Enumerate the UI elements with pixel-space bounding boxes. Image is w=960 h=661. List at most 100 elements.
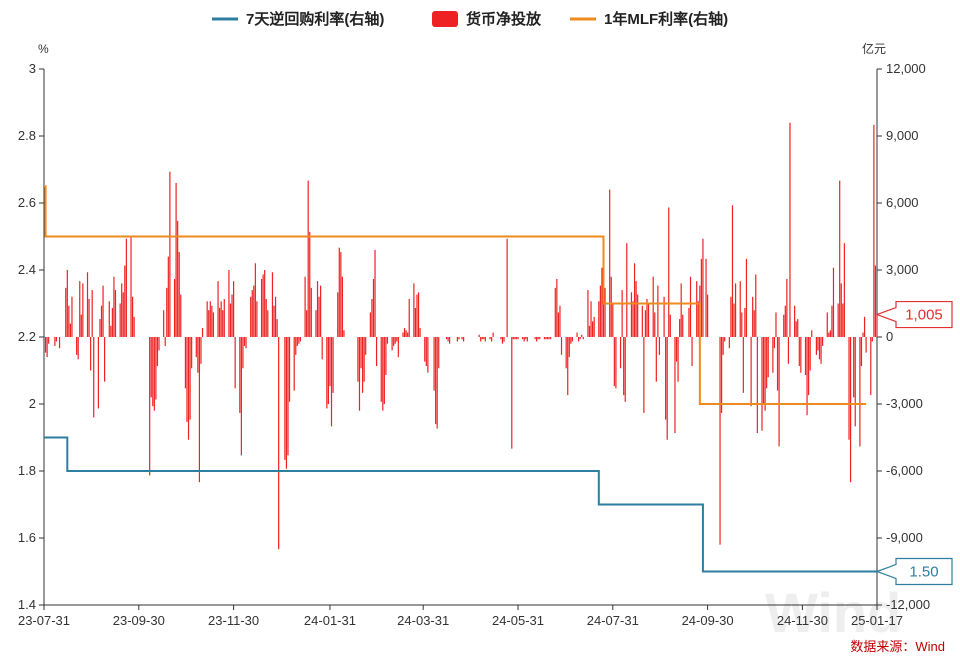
net-injection-bar: [245, 337, 247, 349]
x-tick-label: 25-01-17: [851, 613, 903, 628]
x-tick-label: 24-01-31: [304, 613, 356, 628]
net-injection-bar: [229, 303, 232, 337]
net-injection-bar: [773, 337, 776, 349]
net-injection-bar: [371, 299, 373, 337]
net-injection-bar: [522, 337, 524, 340]
net-injection-bar: [44, 337, 47, 353]
net-injection-bar: [587, 290, 589, 337]
net-injection-bar: [337, 292, 339, 337]
net-injection-bar: [873, 124, 875, 337]
net-injection-bar: [734, 283, 737, 337]
net-injection-bar: [756, 337, 758, 434]
net-injection-bar: [588, 325, 591, 337]
net-injection-bar: [568, 337, 570, 358]
net-injection-bar: [831, 305, 833, 337]
net-injection-bar: [264, 270, 266, 337]
net-injection-bar: [380, 337, 382, 402]
net-injection-bar: [576, 332, 578, 337]
net-injection-bar: [724, 337, 726, 342]
net-injection-bar: [125, 238, 127, 337]
net-injection-bar: [811, 330, 813, 337]
reverse-repo-rate-line: [44, 436, 877, 573]
net-injection-bar: [840, 283, 842, 337]
net-injection-bar: [842, 303, 844, 337]
net-injection-bar: [543, 337, 546, 340]
legend-label: 7天逆回购利率(右轴): [246, 10, 384, 28]
net-injection-bar: [591, 321, 594, 337]
net-injection-bar: [77, 337, 79, 360]
net-injection-bar: [288, 337, 291, 402]
net-injection-bar: [546, 337, 549, 340]
net-injection-bar: [330, 337, 333, 427]
net-injection-bar: [424, 337, 426, 362]
net-injection-bar: [492, 332, 494, 337]
net-injection-bar: [456, 337, 458, 342]
net-injection-bar: [874, 265, 877, 337]
net-injection-bar: [753, 310, 755, 337]
net-injection-bar: [668, 207, 670, 337]
net-injection-bar: [155, 337, 157, 400]
net-injection-bar: [478, 334, 480, 337]
legend-label: 货币净投放: [466, 10, 542, 28]
x-tick-label: 24-03-31: [397, 613, 449, 628]
net-injection-bar: [501, 337, 504, 344]
net-injection-bar: [772, 337, 774, 373]
net-injection-bar: [177, 220, 179, 337]
net-injection-bar: [152, 337, 154, 407]
net-injection-bar: [484, 337, 486, 342]
net-injection-bar: [231, 294, 233, 337]
net-injection-bar: [837, 303, 839, 337]
net-injection-bar: [762, 337, 765, 404]
net-injection-bar: [386, 337, 389, 344]
net-injection-bar: [369, 312, 371, 337]
net-injection-bar: [104, 337, 106, 382]
net-injection-bar: [691, 337, 693, 367]
net-injection-bar: [223, 299, 225, 337]
net-injection-bar: [632, 301, 634, 337]
net-injection-bar: [173, 278, 176, 337]
net-injection-bar: [609, 189, 611, 337]
net-injection-bar: [579, 337, 581, 340]
net-injection-bar: [296, 337, 298, 346]
net-injection-bar: [859, 337, 861, 447]
net-injection-bar: [80, 314, 82, 337]
net-injection-bar: [750, 337, 752, 407]
net-injection-bar: [69, 323, 72, 337]
net-injection-bar: [506, 238, 508, 337]
net-injection-bar: [285, 337, 288, 469]
net-injection-bar: [208, 310, 210, 337]
net-injection-bar: [321, 337, 323, 360]
net-injection-bar: [828, 332, 830, 337]
net-injection-bar: [742, 337, 744, 393]
left-tick-label: 2.6: [18, 195, 36, 210]
net-injection-bar: [675, 337, 678, 362]
net-injection-bar: [365, 337, 367, 355]
net-injection-bar: [463, 337, 465, 342]
net-injection-bar: [731, 205, 734, 337]
net-injection-bar: [800, 337, 802, 373]
x-tick-label: 24-11-30: [777, 613, 828, 628]
net-injection-bar: [557, 312, 560, 337]
net-injection-bar: [626, 243, 628, 337]
net-injection-bar: [818, 337, 821, 360]
net-injection-bar: [391, 337, 393, 351]
net-injection-bar: [100, 305, 103, 337]
net-injection-bar: [854, 337, 856, 427]
net-injection-bar: [590, 301, 592, 337]
net-injection-bar: [809, 337, 811, 371]
net-injection-bar: [416, 294, 418, 337]
net-injection-bar: [526, 337, 528, 342]
net-injection-bar: [178, 252, 180, 337]
left-axis-unit: %: [38, 42, 49, 56]
net-injection-bar: [601, 267, 603, 337]
net-injection-bar: [554, 287, 556, 337]
net-injection-bar: [326, 337, 328, 409]
net-injection-bar: [131, 296, 134, 337]
net-injection-bar: [358, 337, 361, 411]
net-injection-bar: [876, 314, 878, 337]
net-injection-bar: [315, 310, 317, 337]
net-injection-bar: [582, 337, 584, 340]
net-injection-bar: [68, 305, 70, 337]
net-injection-bar: [113, 276, 115, 337]
net-injection-bar: [385, 337, 387, 375]
